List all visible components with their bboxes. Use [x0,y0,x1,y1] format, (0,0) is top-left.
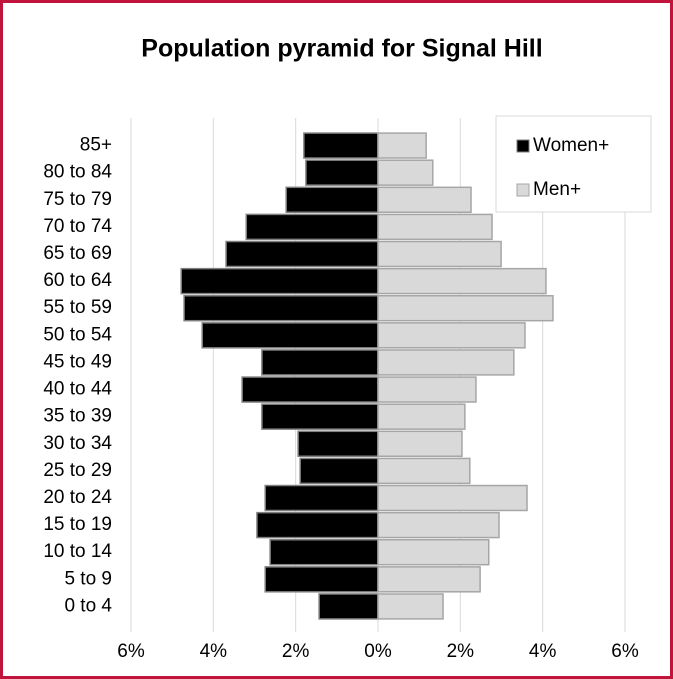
y-tick-label: 10 to 14 [43,541,112,562]
x-tick-label: 2% [447,641,475,662]
y-tick-label: 80 to 84 [43,162,112,183]
legend-label: Women+ [533,135,609,156]
bar [225,240,379,268]
chart-title: Population pyramid for Signal Hill [141,35,542,63]
bar [305,159,379,186]
bar [377,430,463,457]
y-tick-label: 25 to 29 [43,460,112,481]
bar [183,295,379,322]
bar [264,566,379,593]
legend-label: Men+ [533,179,581,200]
y-tick-label: 75 to 79 [43,189,112,210]
bar [269,539,379,566]
bar [377,213,493,241]
bar [377,539,490,566]
bar [377,403,466,430]
bar [297,430,379,457]
bar [377,240,502,268]
bar [318,593,379,620]
y-tick-label: 65 to 69 [43,243,112,264]
y-tick-label: 20 to 24 [43,487,112,508]
y-tick-label: 35 to 39 [43,406,112,427]
bar [377,349,515,376]
y-tick-label: 0 to 4 [64,595,112,616]
bar [377,593,444,620]
x-tick-label: 6% [611,641,639,662]
y-tick-label: 5 to 9 [64,568,112,589]
bar [377,295,554,322]
bar [377,376,477,403]
bar [241,376,379,403]
x-tick-label: 0% [364,641,392,662]
bar [377,457,471,485]
y-tick-label: 50 to 54 [43,324,112,345]
y-tick-label: 30 to 34 [43,433,112,454]
y-tick-label: 85+ [80,135,112,156]
bar [299,457,379,485]
bar [377,511,500,539]
bar [377,267,547,295]
bar [377,159,434,186]
bar [377,566,481,593]
legend-swatch [516,183,530,197]
bar [256,511,379,539]
bar [377,484,528,512]
bar [245,213,379,241]
y-tick-label: 60 to 64 [43,270,112,291]
y-tick-label: 70 to 74 [43,216,112,237]
y-tick-label: 45 to 49 [43,351,112,372]
bar [264,484,379,512]
bar [285,186,379,213]
x-tick-label: 4% [200,641,228,662]
bar [303,132,379,159]
bar [261,403,379,430]
x-tick-label: 2% [282,641,310,662]
legend-swatch [516,139,530,153]
y-tick-label: 15 to 19 [43,514,112,535]
y-tick-label: 55 to 59 [43,297,112,318]
bar [377,186,472,213]
x-tick-label: 4% [529,641,557,662]
y-tick-label: 40 to 44 [43,379,112,400]
bar [377,322,526,349]
bar [377,132,427,159]
bar [261,349,379,376]
bar [201,322,379,349]
bar [180,267,379,295]
x-tick-label: 6% [117,641,145,662]
